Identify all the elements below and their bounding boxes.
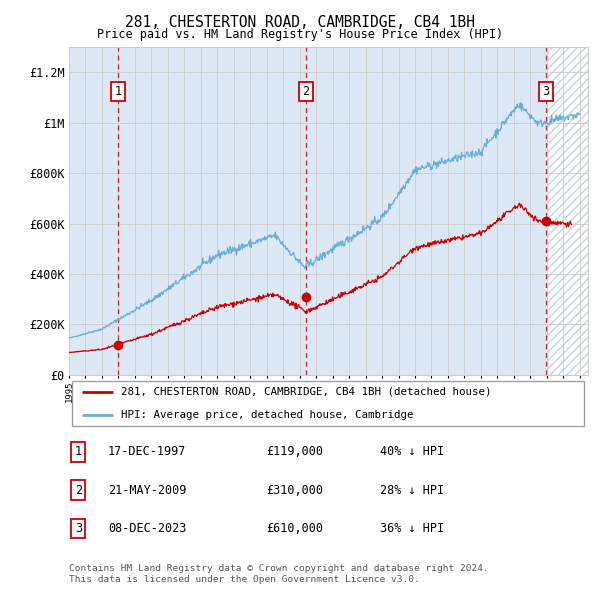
Text: £119,000: £119,000 xyxy=(266,445,323,458)
Text: 21-MAY-2009: 21-MAY-2009 xyxy=(108,484,187,497)
FancyBboxPatch shape xyxy=(71,381,584,426)
Text: 1: 1 xyxy=(114,85,121,98)
Text: This data is licensed under the Open Government Licence v3.0.: This data is licensed under the Open Gov… xyxy=(69,575,420,584)
Text: 281, CHESTERTON ROAD, CAMBRIDGE, CB4 1BH: 281, CHESTERTON ROAD, CAMBRIDGE, CB4 1BH xyxy=(125,15,475,30)
Text: 08-DEC-2023: 08-DEC-2023 xyxy=(108,522,187,535)
Text: Price paid vs. HM Land Registry's House Price Index (HPI): Price paid vs. HM Land Registry's House … xyxy=(97,28,503,41)
Bar xyxy=(545,47,588,375)
Text: 36% ↓ HPI: 36% ↓ HPI xyxy=(380,522,445,535)
Text: HPI: Average price, detached house, Cambridge: HPI: Average price, detached house, Camb… xyxy=(121,410,413,420)
Text: 17-DEC-1997: 17-DEC-1997 xyxy=(108,445,187,458)
Text: 3: 3 xyxy=(542,85,549,98)
Text: 28% ↓ HPI: 28% ↓ HPI xyxy=(380,484,445,497)
Text: 2: 2 xyxy=(302,85,310,98)
Text: 2: 2 xyxy=(75,484,82,497)
Text: 281, CHESTERTON ROAD, CAMBRIDGE, CB4 1BH (detached house): 281, CHESTERTON ROAD, CAMBRIDGE, CB4 1BH… xyxy=(121,387,491,397)
Text: Contains HM Land Registry data © Crown copyright and database right 2024.: Contains HM Land Registry data © Crown c… xyxy=(69,564,489,573)
Text: 1: 1 xyxy=(75,445,82,458)
Text: 3: 3 xyxy=(75,522,82,535)
Bar xyxy=(545,47,588,375)
Text: 40% ↓ HPI: 40% ↓ HPI xyxy=(380,445,445,458)
Text: £610,000: £610,000 xyxy=(266,522,323,535)
Text: £310,000: £310,000 xyxy=(266,484,323,497)
